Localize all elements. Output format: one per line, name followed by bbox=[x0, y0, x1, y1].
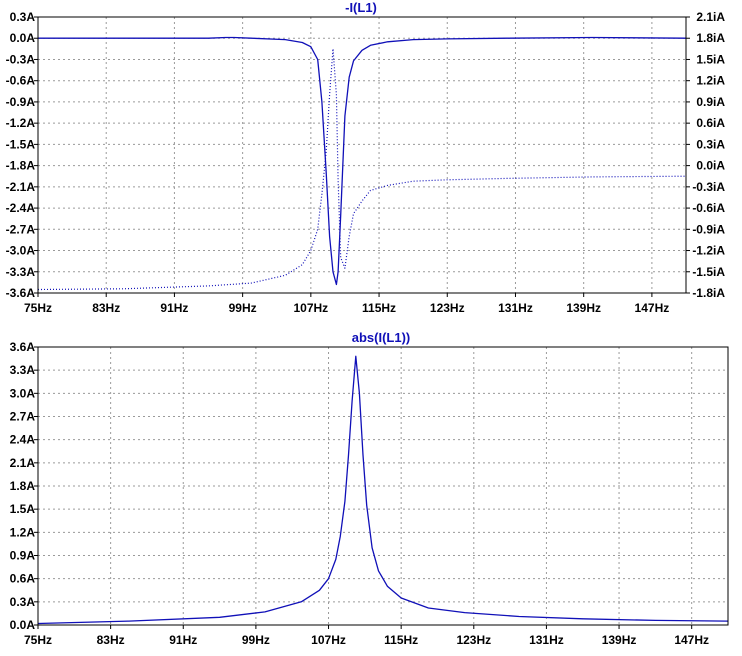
y-tick-label: 2.1A bbox=[10, 456, 36, 470]
x-tick-label: 139Hz bbox=[602, 633, 637, 647]
x-tick-label: 139Hz bbox=[566, 301, 601, 315]
y-tick-label: 3.0A bbox=[10, 386, 36, 400]
x-tick-label: 131Hz bbox=[498, 301, 533, 315]
y2-tick-label: 0.6iA bbox=[696, 116, 725, 130]
x-tick-label: 107Hz bbox=[311, 633, 346, 647]
y-tick-label: 3.3A bbox=[10, 363, 36, 377]
chart1: 75Hz 83Hz 91Hz 99Hz 107Hz 115Hz 123Hz 131Hz 139H… bbox=[6, 10, 726, 315]
series-line-magnitude bbox=[38, 36, 687, 286]
x-tick-label: 107Hz bbox=[293, 301, 328, 315]
y2-tick-label: 1.8iA bbox=[696, 31, 725, 45]
y2-tick-label: 1.2iA bbox=[696, 74, 725, 88]
y-tick-label: 3.6A bbox=[10, 340, 36, 354]
x-tick-label: 123Hz bbox=[456, 633, 491, 647]
x-tick-label: 83Hz bbox=[92, 301, 120, 315]
chart2: 75Hz 83Hz 91Hz 99Hz 107Hz 115Hz 123Hz 131Hz 139H… bbox=[10, 340, 729, 647]
y-tick-label: -0.3A bbox=[6, 52, 36, 66]
y-tick-label: 0.3A bbox=[10, 595, 36, 609]
y-tick-label: -1.5A bbox=[6, 137, 36, 151]
y2-tick-label: -0.9iA bbox=[692, 222, 725, 236]
x-tick-label: 115Hz bbox=[384, 633, 418, 647]
y-tick-label: 2.4A bbox=[10, 433, 36, 447]
x-tick-label: 147Hz bbox=[635, 301, 670, 315]
y-tick-label: -3.6A bbox=[6, 286, 36, 300]
series-line-magnitude bbox=[37, 355, 729, 625]
x-tick-label: 83Hz bbox=[97, 633, 125, 647]
y-tick-label: -1.8A bbox=[6, 159, 36, 173]
series-line-phase bbox=[37, 48, 687, 291]
x-tick-label: 123Hz bbox=[430, 301, 465, 315]
y2-tick-label: 0.0iA bbox=[696, 159, 725, 173]
y2-tick-label: -0.6iA bbox=[692, 201, 725, 215]
chart2-title: abs(I(L1)) bbox=[352, 330, 411, 345]
y-tick-label: 1.5A bbox=[10, 502, 36, 516]
y2-tick-label: -1.5iA bbox=[692, 265, 725, 279]
y-tick-label: 1.2A bbox=[10, 525, 36, 539]
x-tick-label: 75Hz bbox=[24, 633, 52, 647]
y-tick-label: -1.2A bbox=[6, 116, 36, 130]
y-tick-label: -2.4A bbox=[6, 201, 36, 215]
x-tick-label: 91Hz bbox=[169, 633, 197, 647]
y2-tick-label: -1.2iA bbox=[692, 244, 725, 258]
x-tick-label: 131Hz bbox=[529, 633, 564, 647]
plot-frame bbox=[37, 16, 687, 294]
x-tick-label: 99Hz bbox=[242, 633, 270, 647]
plot-frame bbox=[37, 346, 729, 626]
y2-tick-label: -1.8iA bbox=[692, 286, 725, 300]
chart1-title: -I(L1) bbox=[345, 0, 377, 15]
x-tick-label: 91Hz bbox=[160, 301, 188, 315]
y-tick-label: 0.9A bbox=[10, 549, 36, 563]
y-tick-label: 0.3A bbox=[10, 10, 36, 24]
y-tick-label: -2.1A bbox=[6, 180, 36, 194]
y-tick-label: -3.3A bbox=[6, 265, 36, 279]
y-tick-label: -2.7A bbox=[6, 222, 36, 236]
x-tick-label: 115Hz bbox=[362, 301, 396, 315]
x-tick-label: 75Hz bbox=[24, 301, 52, 315]
y-tick-label: -0.9A bbox=[6, 95, 36, 109]
y-tick-label: -0.6A bbox=[6, 74, 36, 88]
x-tick-label: 147Hz bbox=[674, 633, 709, 647]
y2-tick-label: -0.3iA bbox=[692, 180, 725, 194]
y-tick-label: 2.7A bbox=[10, 410, 36, 424]
y-tick-label: 0.0A bbox=[10, 31, 36, 45]
y2-tick-label: 1.5iA bbox=[696, 52, 725, 66]
y-tick-label: 0.6A bbox=[10, 572, 36, 586]
y2-tick-label: 0.3iA bbox=[696, 137, 725, 151]
y-tick-label: 1.8A bbox=[10, 479, 36, 493]
y2-tick-label: 0.9iA bbox=[696, 95, 725, 109]
y-tick-label: -3.0A bbox=[6, 244, 36, 258]
y2-tick-label: 2.1iA bbox=[696, 10, 725, 24]
y-tick-label: 0.0A bbox=[10, 618, 36, 632]
x-tick-label: 99Hz bbox=[229, 301, 257, 315]
